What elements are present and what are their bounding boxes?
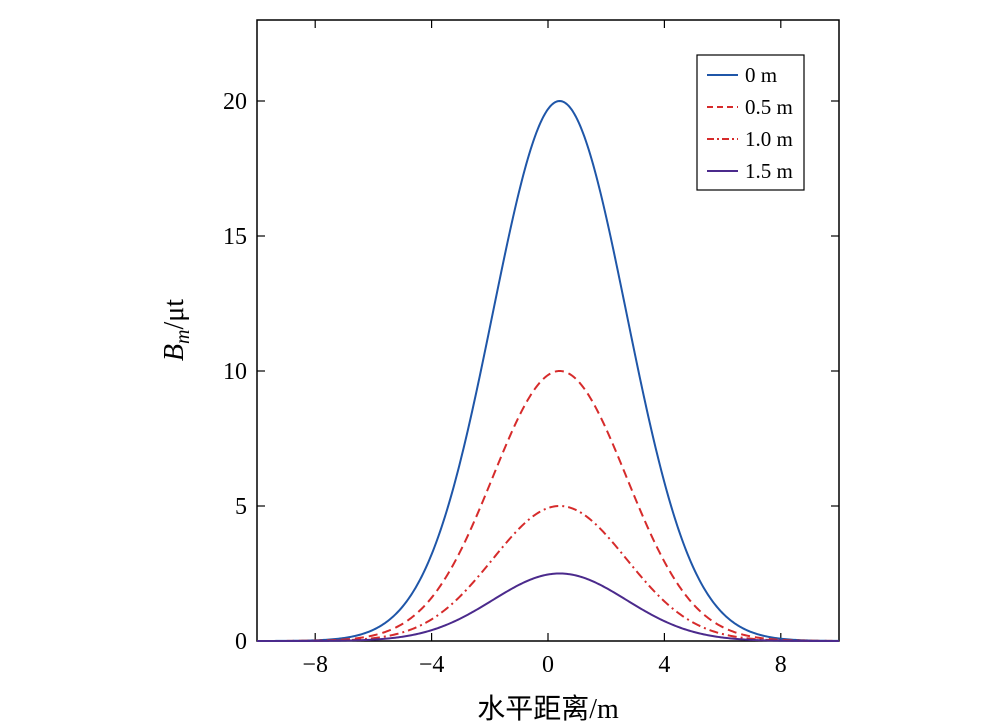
y-axis-title-unit: /μt bbox=[159, 299, 190, 330]
x-tick-label: −8 bbox=[302, 652, 328, 678]
legend: 0 m 0.5 m 1.0 m 1.5 m bbox=[696, 54, 805, 191]
y-axis-title-subscript: m bbox=[172, 330, 194, 344]
legend-label: 1.5 m bbox=[745, 159, 793, 183]
legend-label: 1.0 m bbox=[745, 127, 793, 151]
y-tick-label: 5 bbox=[235, 494, 247, 520]
series-line bbox=[257, 370, 840, 642]
axis-tick-labels: −8 −4 0 4 8 0 5 10 15 20 bbox=[223, 89, 787, 678]
series-line bbox=[257, 572, 839, 642]
x-axis-title: 水平距离/m bbox=[477, 693, 619, 725]
y-tick-label: 0 bbox=[235, 629, 247, 655]
y-tick-label: 10 bbox=[223, 359, 247, 385]
legend-box bbox=[696, 54, 805, 191]
y-axis-title: Bm/μt bbox=[159, 299, 194, 361]
series-line bbox=[257, 100, 840, 642]
series-lines bbox=[256, 100, 840, 642]
y-axis-title-base: B bbox=[159, 344, 190, 361]
legend-label: 0 m bbox=[745, 63, 777, 87]
y-tick-label: 15 bbox=[223, 224, 247, 250]
y-tick-label: 20 bbox=[223, 89, 247, 115]
legend-entries: 0 m 0.5 m 1.0 m 1.5 m bbox=[707, 63, 793, 183]
x-tick-label: 4 bbox=[658, 652, 670, 678]
x-tick-label: 8 bbox=[775, 652, 787, 678]
x-tick-label: −4 bbox=[419, 652, 445, 678]
legend-label: 0.5 m bbox=[745, 95, 793, 119]
x-tick-label: 0 bbox=[542, 652, 554, 678]
